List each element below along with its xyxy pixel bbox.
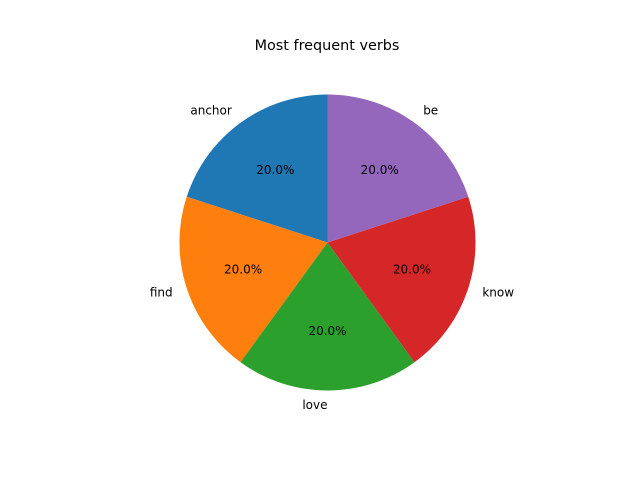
slice-label-know: know: [482, 285, 514, 299]
pie-slice-be: [327, 94, 469, 243]
slice-label-anchor: anchor: [190, 103, 232, 117]
pie-slice-anchor: [186, 94, 328, 243]
pie-slice-find: [179, 196, 328, 363]
percent-label-anchor: 20.0%: [256, 163, 294, 177]
slice-label-love: love: [302, 398, 327, 412]
percent-label-find: 20.0%: [224, 262, 262, 276]
chart-title: Most frequent verbs: [255, 38, 400, 54]
slice-label-be: be: [423, 103, 438, 117]
pie-slice-know: [327, 196, 476, 363]
slice-label-find: find: [150, 285, 173, 299]
percent-label-love: 20.0%: [308, 324, 346, 338]
percent-label-be: 20.0%: [361, 163, 399, 177]
percent-label-know: 20.0%: [393, 262, 431, 276]
pie-labels: anchor 20.0% find 20.0% love 20.0% know 20.0% be…: [150, 103, 514, 412]
pie-slice-love: [240, 242, 415, 391]
pie-slices: [179, 94, 476, 391]
